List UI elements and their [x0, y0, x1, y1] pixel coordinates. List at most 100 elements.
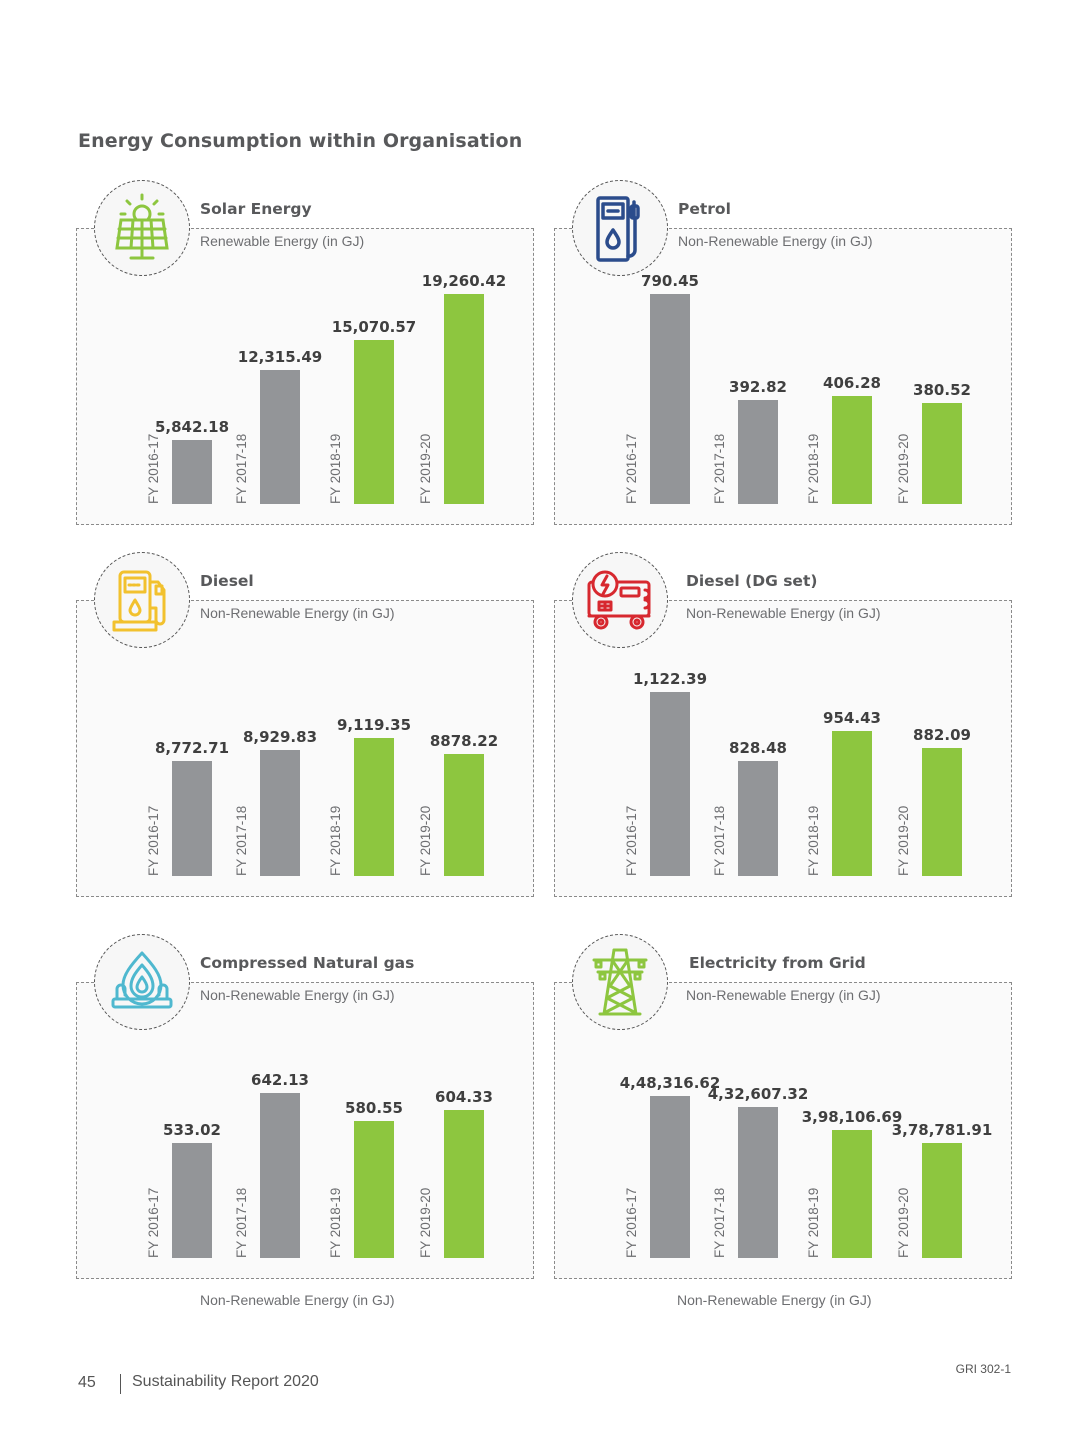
chart-subtitle: Non-Renewable Energy (in GJ) — [686, 605, 881, 621]
chart-title: Petrol — [678, 200, 731, 218]
category-label: FY 2018-19 — [328, 805, 343, 876]
bar-fy-2019-20 — [922, 402, 962, 504]
bottom-caption-left: Non-Renewable Energy (in GJ) — [200, 1292, 395, 1308]
chart-title: Diesel — [200, 572, 254, 590]
bar-fy-2018-19 — [354, 339, 394, 504]
bar-fy-2018-19 — [832, 396, 872, 504]
category-label: FY 2018-19 — [328, 433, 343, 504]
power-tower-icon — [572, 934, 668, 1030]
bar-fy-2018-19 — [832, 1129, 872, 1258]
bar-value-label: 828.48 — [729, 738, 787, 757]
category-label: FY 2017-18 — [712, 805, 727, 876]
bar-fy-2016-17 — [172, 440, 212, 504]
category-label: FY 2016-17 — [146, 805, 161, 876]
category-label: FY 2018-19 — [806, 433, 821, 504]
bar-fy-2018-19 — [354, 738, 394, 876]
category-label: FY 2018-19 — [806, 805, 821, 876]
category-label: FY 2016-17 — [624, 1187, 639, 1258]
report-title: Sustainability Report 2020 — [132, 1373, 319, 1390]
chart-panel-petrol: 790.45 FY 2016-17 392.82 FY 2017-18 406.28 FY… — [554, 180, 1012, 560]
chart-area: 8,772.71 FY 2016-17 8,929.83 FY 2017-18 9,11… — [76, 600, 532, 895]
bar-fy-2017-18 — [738, 760, 778, 876]
chart-panel-cng: 533.02 FY 2016-17 642.13 FY 2017-18 580.55 FY… — [76, 934, 534, 1314]
solar-panel-icon — [94, 180, 190, 276]
bar-value-label: 3,78,781.91 — [891, 1120, 993, 1139]
bar-value-label: 580.55 — [345, 1098, 403, 1117]
category-label: FY 2017-18 — [234, 433, 249, 504]
bar-value-label: 642.13 — [251, 1070, 309, 1089]
bar-value-label: 5,842.18 — [154, 418, 230, 437]
bar-fy-2017-18 — [738, 1106, 778, 1258]
category-label: FY 2017-18 — [234, 805, 249, 876]
bar-value-label: 954.43 — [823, 709, 881, 728]
chart-panel-grid-electricity: 4,48,316.62 FY 2016-17 4,32,607.32 FY 2017-… — [554, 934, 1012, 1314]
category-label: FY 2019-20 — [896, 433, 911, 504]
bar-fy-2019-20 — [444, 1110, 484, 1258]
bar-value-label: 392.82 — [729, 377, 787, 396]
bar-fy-2019-20 — [922, 1142, 962, 1258]
chart-title: Solar Energy — [200, 200, 312, 218]
bar-fy-2016-17 — [650, 294, 690, 504]
bar-fy-2019-20 — [444, 753, 484, 876]
bar-fy-2016-17 — [650, 691, 690, 876]
category-label: FY 2019-20 — [896, 1187, 911, 1258]
bar-value-label: 533.02 — [163, 1120, 221, 1139]
chart-area: 790.45 FY 2016-17 392.82 FY 2017-18 406.28 FY… — [554, 228, 1010, 523]
chart-subtitle: Non-Renewable Energy (in GJ) — [678, 233, 873, 249]
bar-value-label: 604.33 — [435, 1088, 493, 1107]
bar-value-label: 4,48,316.62 — [619, 1074, 721, 1093]
chart-panel-diesel-dg-set: 1,122.39 FY 2016-17 828.48 FY 2017-18 954.43… — [554, 552, 1012, 932]
chart-title: Diesel (DG set) — [686, 572, 818, 590]
category-label: FY 2019-20 — [418, 805, 433, 876]
page-title: Energy Consumption within Organisation — [78, 130, 523, 152]
bar-value-label: 15,070.57 — [331, 317, 417, 336]
bar-fy-2017-18 — [738, 399, 778, 504]
bar-value-label: 8878.22 — [429, 731, 499, 750]
chart-subtitle: Non-Renewable Energy (in GJ) — [200, 605, 395, 621]
bar-fy-2017-18 — [260, 369, 300, 504]
chart-title: Electricity from Grid — [689, 954, 866, 972]
bar-value-label: 882.09 — [913, 725, 971, 744]
bar-value-label: 4,32,607.32 — [707, 1084, 809, 1103]
bar-fy-2016-17 — [650, 1096, 690, 1258]
diesel-pump-icon — [94, 552, 190, 648]
generator-icon — [572, 552, 668, 648]
bar-value-label: 3,98,106.69 — [801, 1107, 903, 1126]
category-label: FY 2019-20 — [418, 1187, 433, 1258]
bottom-caption-right: Non-Renewable Energy (in GJ) — [677, 1292, 872, 1308]
category-label: FY 2016-17 — [146, 433, 161, 504]
category-label: FY 2016-17 — [146, 1187, 161, 1258]
chart-area: 533.02 FY 2016-17 642.13 FY 2017-18 580.55 FY… — [76, 982, 532, 1277]
category-label: FY 2019-20 — [418, 433, 433, 504]
footer-divider — [120, 1374, 121, 1394]
category-label: FY 2016-17 — [624, 805, 639, 876]
chart-subtitle: Renewable Energy (in GJ) — [200, 233, 365, 249]
page-number: 45 — [78, 1374, 96, 1391]
chart-area: 1,122.39 FY 2016-17 828.48 FY 2017-18 954.43… — [554, 600, 1010, 895]
gri-reference: GRI 302-1 — [955, 1362, 1011, 1376]
bar-value-label: 8,772.71 — [154, 738, 230, 757]
bar-fy-2018-19 — [354, 1120, 394, 1258]
bar-value-label: 19,260.42 — [421, 272, 507, 290]
bar-value-label: 406.28 — [823, 374, 881, 393]
bar-fy-2016-17 — [172, 760, 212, 876]
bar-fy-2017-18 — [260, 1092, 300, 1258]
chart-subtitle: Non-Renewable Energy (in GJ) — [686, 987, 881, 1003]
bar-fy-2016-17 — [172, 1142, 212, 1258]
bar-fy-2017-18 — [260, 750, 300, 876]
chart-area: 4,48,316.62 FY 2016-17 4,32,607.32 FY 2017-… — [554, 982, 1010, 1277]
bar-value-label: 1,122.39 — [632, 669, 708, 688]
gas-flame-icon — [94, 934, 190, 1030]
bar-value-label: 380.52 — [913, 380, 971, 399]
category-label: FY 2018-19 — [328, 1187, 343, 1258]
chart-title: Compressed Natural gas — [200, 954, 415, 972]
category-label: FY 2016-17 — [624, 433, 639, 504]
bar-fy-2019-20 — [444, 294, 484, 504]
bar-value-label: 12,315.49 — [237, 347, 323, 366]
category-label: FY 2018-19 — [806, 1187, 821, 1258]
bar-value-label: 8,929.83 — [242, 728, 318, 747]
fuel-pump-icon — [572, 180, 668, 276]
bar-fy-2018-19 — [832, 731, 872, 876]
bar-value-label: 790.45 — [641, 272, 699, 290]
chart-panel-solar: 5,842.18 FY 2016-17 12,315.49 FY 2017-18 15,… — [76, 180, 534, 560]
